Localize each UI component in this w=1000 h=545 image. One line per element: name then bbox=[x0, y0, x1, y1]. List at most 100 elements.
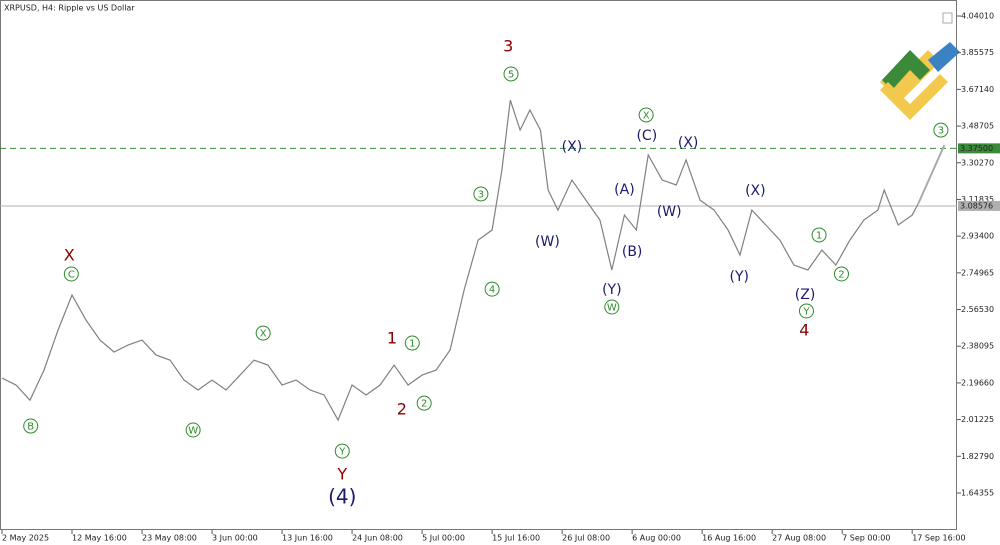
wave-text: 3 bbox=[938, 126, 944, 137]
x-tick-label: 24 Jun 08:00 bbox=[352, 534, 403, 543]
wave-label: (A) bbox=[614, 182, 635, 198]
wave-label: X bbox=[64, 246, 75, 265]
wave-label: W bbox=[604, 299, 620, 315]
level-label-box bbox=[958, 200, 1000, 211]
wave-label: (Y) bbox=[602, 282, 621, 298]
wave-label: (B) bbox=[622, 244, 643, 260]
wave-label: (C) bbox=[636, 128, 657, 144]
wave-text: W bbox=[188, 426, 198, 437]
wave-label: (W) bbox=[657, 204, 682, 220]
wave-label: 3 bbox=[473, 186, 489, 202]
x-tick-label: 5 Jul 00:00 bbox=[422, 534, 465, 543]
wave-text: 2 bbox=[838, 269, 844, 280]
wave-circle bbox=[604, 299, 620, 315]
wave-label: 2 bbox=[833, 266, 849, 282]
wave-text: Y bbox=[338, 447, 346, 458]
wave-text: 4 bbox=[489, 285, 495, 296]
wave-label: 4 bbox=[484, 281, 500, 297]
wave-circle bbox=[185, 422, 201, 438]
wave-label: 1 bbox=[387, 329, 397, 348]
wave-text: 3 bbox=[478, 189, 484, 200]
level-label: 3.37500 bbox=[960, 144, 993, 153]
x-tick-label: 23 May 08:00 bbox=[142, 534, 197, 543]
wave-circle bbox=[255, 325, 271, 341]
wave-label: 5 bbox=[503, 66, 519, 82]
wave-label: 3 bbox=[933, 122, 949, 138]
y-tick-label: 2.74965 bbox=[961, 268, 994, 277]
wave-circle bbox=[833, 266, 849, 282]
x-tick-label: 16 Aug 16:00 bbox=[702, 534, 756, 543]
wave-text: 2 bbox=[397, 400, 407, 419]
wave-label: (X) bbox=[562, 139, 583, 155]
wave-circle bbox=[63, 266, 79, 282]
wave-label: (Z) bbox=[795, 287, 816, 303]
wave-label: (X) bbox=[745, 183, 766, 199]
wave-label: (4) bbox=[328, 485, 356, 509]
wave-text: (Z) bbox=[795, 287, 816, 303]
wave-text: W bbox=[607, 303, 617, 314]
wave-circle bbox=[404, 335, 420, 351]
wave-text: (X) bbox=[745, 183, 766, 199]
wave-text: Y bbox=[336, 464, 347, 483]
wave-text: C bbox=[68, 269, 75, 280]
wave-text: 5 bbox=[508, 69, 514, 80]
wave-label: (X) bbox=[678, 135, 699, 151]
wave-label: 1 bbox=[811, 227, 827, 243]
wave-circle bbox=[798, 303, 814, 319]
wave-text: 2 bbox=[421, 399, 427, 410]
wave-circle bbox=[638, 107, 654, 123]
x-tick-label: 17 Sep 16:00 bbox=[912, 534, 965, 543]
x-tick-label: 3 Jun 00:00 bbox=[212, 534, 258, 543]
wave-circle bbox=[503, 66, 519, 82]
wave-text: (W) bbox=[535, 234, 560, 250]
wave-label: Y bbox=[334, 443, 350, 459]
logo bbox=[880, 42, 960, 120]
wave-label: C bbox=[63, 266, 79, 282]
x-tick-label: 6 Aug 00:00 bbox=[632, 534, 681, 543]
x-tick-label: 7 Sep 00:00 bbox=[842, 534, 890, 543]
plot-frame bbox=[0, 0, 957, 530]
wave-label: 3 bbox=[503, 37, 513, 56]
y-tick-label: 2.19660 bbox=[961, 378, 994, 387]
wave-text: (Y) bbox=[602, 282, 621, 298]
wave-label: 2 bbox=[416, 395, 432, 411]
wave-label: X bbox=[638, 107, 654, 123]
level-label-box bbox=[958, 143, 1000, 154]
wave-text: (C) bbox=[636, 128, 657, 144]
wave-label: B bbox=[23, 418, 39, 434]
y-tick-label: 2.93400 bbox=[961, 232, 994, 241]
wave-label: (W) bbox=[535, 234, 560, 250]
y-tick-label: 2.38095 bbox=[961, 342, 994, 351]
wave-text: X bbox=[260, 329, 267, 340]
x-tick-label: 26 Jul 08:00 bbox=[562, 534, 610, 543]
forecast-line bbox=[917, 144, 946, 204]
wave-text: 1 bbox=[409, 339, 415, 350]
y-tick-label: 3.48705 bbox=[961, 122, 994, 131]
wave-text: 1 bbox=[387, 329, 397, 348]
wave-label: 4 bbox=[799, 321, 809, 340]
wave-circle bbox=[811, 227, 827, 243]
price-line bbox=[1, 99, 920, 422]
y-tick-label: 3.30270 bbox=[961, 158, 994, 167]
wave-text: (Y) bbox=[730, 269, 749, 285]
wave-circle bbox=[23, 418, 39, 434]
wave-text: B bbox=[27, 422, 34, 433]
wave-text: X bbox=[643, 110, 650, 121]
y-tick-label: 2.56530 bbox=[961, 305, 994, 314]
y-tick-label: 1.82790 bbox=[961, 452, 994, 461]
y-tick-label: 1.64355 bbox=[961, 488, 994, 497]
wave-text: (4) bbox=[328, 485, 356, 509]
wave-text: (X) bbox=[678, 135, 699, 151]
y-tick-label: 3.85575 bbox=[961, 48, 994, 57]
wave-text: 4 bbox=[799, 321, 809, 340]
wave-text: (X) bbox=[562, 139, 583, 155]
wave-label: Y bbox=[798, 303, 814, 319]
x-tick-label: 15 Jul 16:00 bbox=[492, 534, 540, 543]
wave-text: 3 bbox=[503, 37, 513, 56]
wave-circle bbox=[334, 443, 350, 459]
wave-circle bbox=[933, 122, 949, 138]
y-tick-label: 3.11835 bbox=[961, 195, 994, 204]
y-tick-label: 3.67140 bbox=[961, 85, 994, 94]
wave-circle bbox=[416, 395, 432, 411]
